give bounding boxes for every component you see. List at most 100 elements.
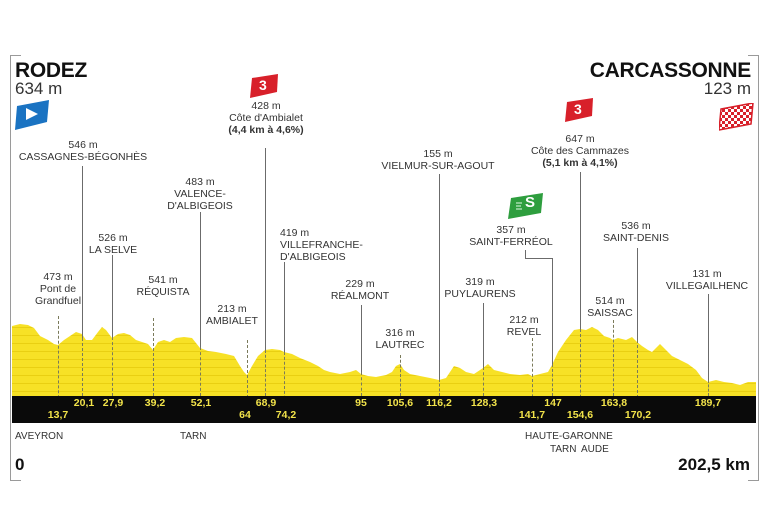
km-marker: 52,1	[190, 397, 212, 409]
waypoint-altitude: 541 m	[148, 274, 178, 286]
marker-line-cammazes	[580, 172, 581, 329]
km-marker: 74,2	[275, 409, 297, 421]
waypoint-name: SAINT-DENIS	[603, 232, 669, 244]
km-marker: 68,9	[255, 397, 277, 409]
waypoint-name: VALENCE-	[174, 188, 226, 200]
marker-line-la-selve	[112, 255, 113, 337]
waypoint-name: Pont de	[39, 283, 77, 295]
climb-2-name: Côte des Cammazes	[530, 145, 630, 157]
waypoint-altitude: 536 m	[621, 220, 651, 232]
km-marker: 170,2	[624, 409, 652, 421]
km-dash	[265, 350, 266, 396]
waypoint-villegailhenc: 131 m VILLEGAILHENC	[666, 268, 748, 292]
region-aude: AUDE	[581, 444, 609, 455]
marker-line-villefranche	[284, 262, 285, 352]
marker-line-puylaurens	[483, 303, 484, 367]
marker-line-sprint-elbow	[525, 258, 552, 259]
frame-left-edge	[10, 55, 11, 480]
waypoint-altitude: 319 m	[465, 276, 495, 288]
waypoint-lautrec: 316 m LAUTREC	[375, 327, 424, 351]
waypoint-altitude: 213 m	[217, 303, 247, 315]
waypoint-altitude: 131 m	[692, 268, 722, 280]
waypoint-name: LA SELVE	[88, 244, 138, 256]
marker-line-ambialet-climb	[265, 148, 266, 350]
km-marker: 163,8	[600, 397, 628, 409]
waypoint-requista: 541 m RÉQUISTA	[137, 274, 190, 298]
waypoint-villefranche-dalbigeois: 419 m VILLEFRANCHE- D'ALBIGEOIS	[280, 227, 363, 263]
marker-line-cassagnes	[82, 166, 83, 338]
waypoint-name: PUYLAURENS	[444, 288, 516, 300]
km-band	[12, 396, 756, 423]
waypoint-name: VILLEFRANCHE-	[280, 239, 363, 251]
marker-line-realmont	[361, 305, 362, 372]
km-dash	[439, 379, 440, 396]
waypoint-altitude: 229 m	[345, 278, 375, 290]
finish-altitude: 123 m	[703, 79, 751, 98]
waypoint-name: REVEL	[506, 326, 542, 338]
marker-line-vielmur	[439, 174, 440, 379]
km-dash	[58, 316, 59, 423]
intermediate-sprint-icon	[508, 193, 543, 219]
km-dash	[82, 338, 83, 396]
start-altitude: 634 m	[15, 79, 63, 98]
climb-1-category: 3	[259, 77, 267, 93]
waypoint-name: CASSAGNES-BÉGONHÈS	[18, 151, 148, 163]
km-marker: 95	[355, 397, 367, 409]
waypoint-altitude: 316 m	[385, 327, 415, 339]
sprint-waypoint: 357 m SAINT-FERRÉOL	[469, 224, 552, 248]
waypoint-cassagnes-begonhes: 546 m CASSAGNES-BÉGONHÈS	[19, 139, 147, 163]
km-marker: 105,6	[386, 397, 414, 409]
waypoint-name: VILLEGAILHENC	[665, 280, 749, 292]
climb-2-label: 647 m Côte des Cammazes (5,1 km à 4,1%)	[531, 133, 629, 169]
marker-line-sprint-top	[525, 250, 526, 258]
waypoint-valence-dalbigeois: 483 m VALENCE- D'ALBIGEOIS	[167, 176, 233, 212]
distance-total: 202,5 km	[678, 455, 750, 474]
region-tarn-2: TARN	[550, 444, 577, 455]
climb-1-name: Côte d'Ambialet	[229, 112, 303, 124]
waypoint-la-selve: 526 m LA SELVE	[89, 232, 137, 256]
region-haute-garonne: HAUTE-GARONNE	[525, 431, 613, 442]
waypoint-name: LAUTREC	[375, 339, 425, 351]
region-aveyron: AVEYRON	[15, 431, 64, 442]
region-tarn: TARN	[180, 431, 207, 442]
waypoint-altitude: 212 m	[509, 314, 539, 326]
waypoint-name: RÉQUISTA	[136, 286, 190, 298]
km-marker: 39,2	[144, 397, 166, 409]
waypoint-revel: 212 m REVEL	[507, 314, 541, 338]
waypoint-altitude: 526 m	[98, 232, 128, 244]
marker-line-sprint	[552, 258, 553, 364]
km-marker: 128,3	[470, 397, 498, 409]
km-dash	[483, 367, 484, 396]
waypoint-altitude: 155 m	[423, 148, 453, 160]
waypoint-name: VIELMUR-SUR-AGOUT	[381, 160, 495, 172]
climb-1-detail: (4,4 km à 4,6%)	[228, 124, 304, 136]
waypoint-ambialet: 213 m AMBIALET	[206, 303, 258, 327]
marker-line-villegailhenc	[708, 294, 709, 380]
sprint-altitude: 357 m	[496, 224, 526, 236]
waypoint-saissac: 514 m SAISSAC	[587, 295, 633, 319]
waypoint-altitude: 514 m	[595, 295, 625, 307]
climb-category-3-icon	[250, 74, 278, 98]
marker-line-saint-denis	[637, 248, 638, 340]
km-marker: 147	[544, 397, 562, 409]
elevation-area	[12, 324, 756, 396]
checkered-finish-flag-icon	[719, 103, 754, 131]
waypoint-altitude: 419 m	[280, 227, 310, 239]
waypoint-altitude: 546 m	[68, 139, 98, 151]
km-marker: 154,6	[566, 409, 594, 421]
waypoint-realmont: 229 m RÉALMONT	[331, 278, 389, 302]
km-marker: 64	[239, 409, 251, 421]
waypoint-pont-de-grandfuel: 473 m Pont de Grandfuel	[35, 271, 81, 307]
waypoint-saint-denis: 536 m SAINT-DENIS	[603, 220, 669, 244]
km-dash	[552, 364, 553, 396]
climb-category-3-icon	[565, 98, 593, 122]
climb-2-category: 3	[574, 101, 582, 117]
km-marker: 116,2	[426, 397, 452, 409]
km-marker: 20,1	[73, 397, 95, 409]
marker-line-valence	[200, 212, 201, 347]
waypoint-name: SAISSAC	[587, 307, 633, 319]
climb-2-altitude: 647 m	[565, 133, 595, 145]
km-marker: 189,7	[694, 397, 722, 409]
climb-1-altitude: 428 m	[251, 100, 281, 112]
